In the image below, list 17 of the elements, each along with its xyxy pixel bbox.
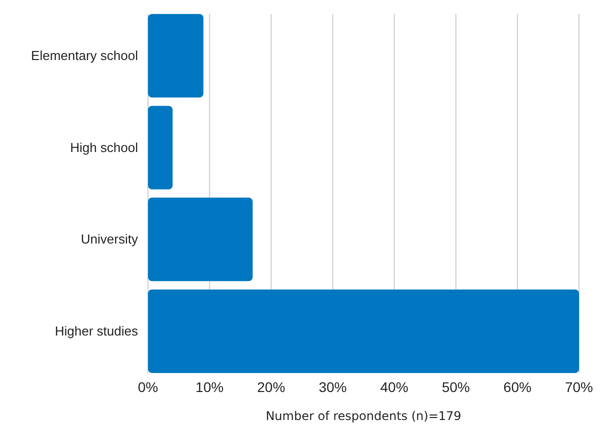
bar <box>148 289 579 373</box>
x-tick-label: 20% <box>257 378 286 395</box>
x-tick-label: 30% <box>318 378 347 395</box>
y-tick-label: Higher studies <box>54 323 138 338</box>
x-tick-label: 10% <box>196 378 224 395</box>
y-tick-label: Elementary school <box>31 48 138 63</box>
x-axis-title: Number of respondents (n)=179 <box>266 409 462 423</box>
bar <box>148 14 204 98</box>
bar <box>148 106 173 190</box>
x-tick-label: 0% <box>138 378 158 395</box>
x-tick-label: 60% <box>503 378 532 395</box>
x-tick-label: 70% <box>564 378 594 395</box>
y-tick-label: University <box>80 232 138 247</box>
y-tick-label: High school <box>70 140 138 155</box>
bar <box>148 198 253 282</box>
x-tick-label: 40% <box>380 378 408 395</box>
x-tick-label: 50% <box>442 378 470 395</box>
